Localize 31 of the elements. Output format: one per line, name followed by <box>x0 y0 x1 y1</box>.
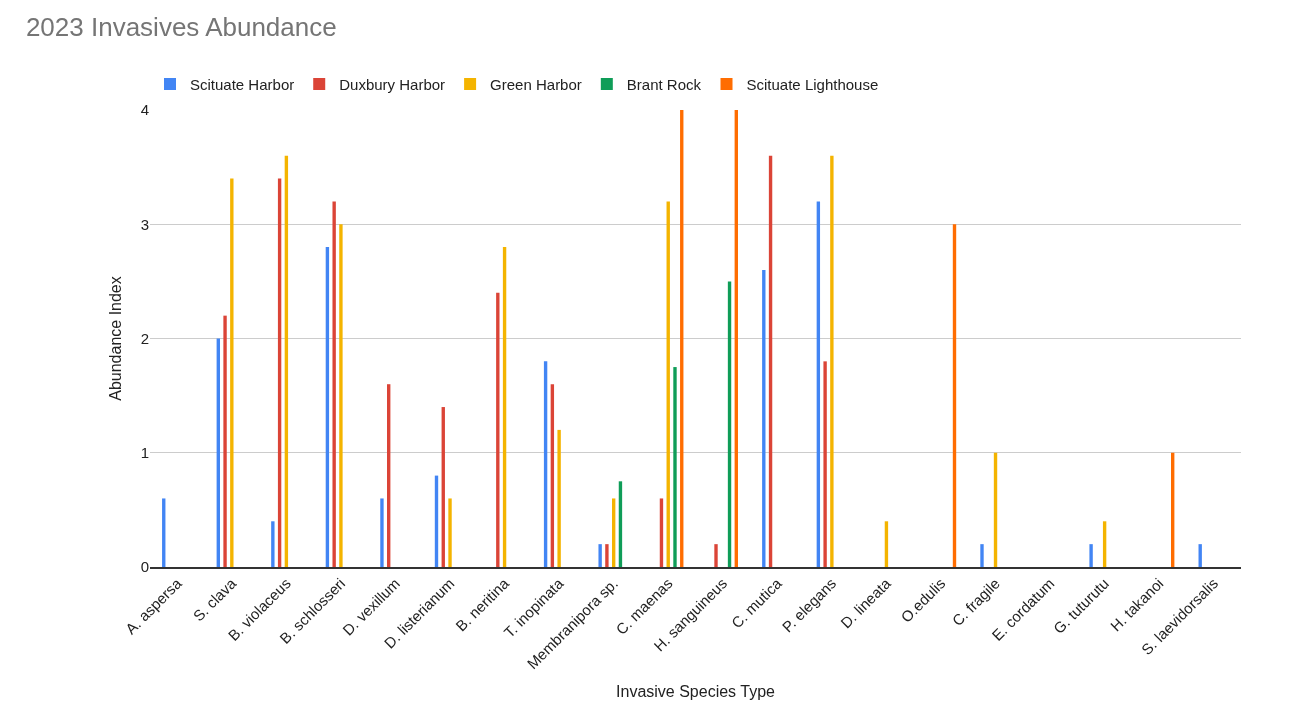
legend-label: Scituate Lighthouse <box>746 75 879 93</box>
bar <box>223 315 227 567</box>
bar <box>230 178 234 567</box>
bar <box>823 361 827 567</box>
legend-label: Green Harbor <box>490 75 582 93</box>
legend-label: Duxbury Harbor <box>339 75 446 93</box>
bar <box>332 201 336 567</box>
y-axis-title: Abundance Index <box>106 276 124 401</box>
bar <box>339 224 343 567</box>
bar <box>830 155 834 567</box>
bar <box>271 521 275 567</box>
bar <box>380 498 384 567</box>
legend-label: Brant Rock <box>626 75 702 93</box>
chart-title: 2023 Invasives Abundance <box>25 12 337 43</box>
bar <box>673 367 677 567</box>
bar <box>1089 544 1093 567</box>
bar <box>605 544 609 567</box>
bar <box>1198 544 1202 567</box>
bar <box>496 292 500 567</box>
y-tick-label: 2 <box>140 329 149 347</box>
bar <box>448 498 452 567</box>
y-tick-label: 4 <box>140 101 149 119</box>
y-tick-label: 3 <box>140 215 149 233</box>
y-tick-label: 0 <box>140 558 149 576</box>
bar <box>714 544 718 567</box>
y-tick-label: 1 <box>140 444 149 461</box>
x-axis-title: Invasive Species Type <box>616 683 776 701</box>
legend-label: Scituate Harbor <box>190 75 295 93</box>
bar <box>598 544 602 567</box>
bar <box>557 429 561 567</box>
bar <box>980 544 984 567</box>
